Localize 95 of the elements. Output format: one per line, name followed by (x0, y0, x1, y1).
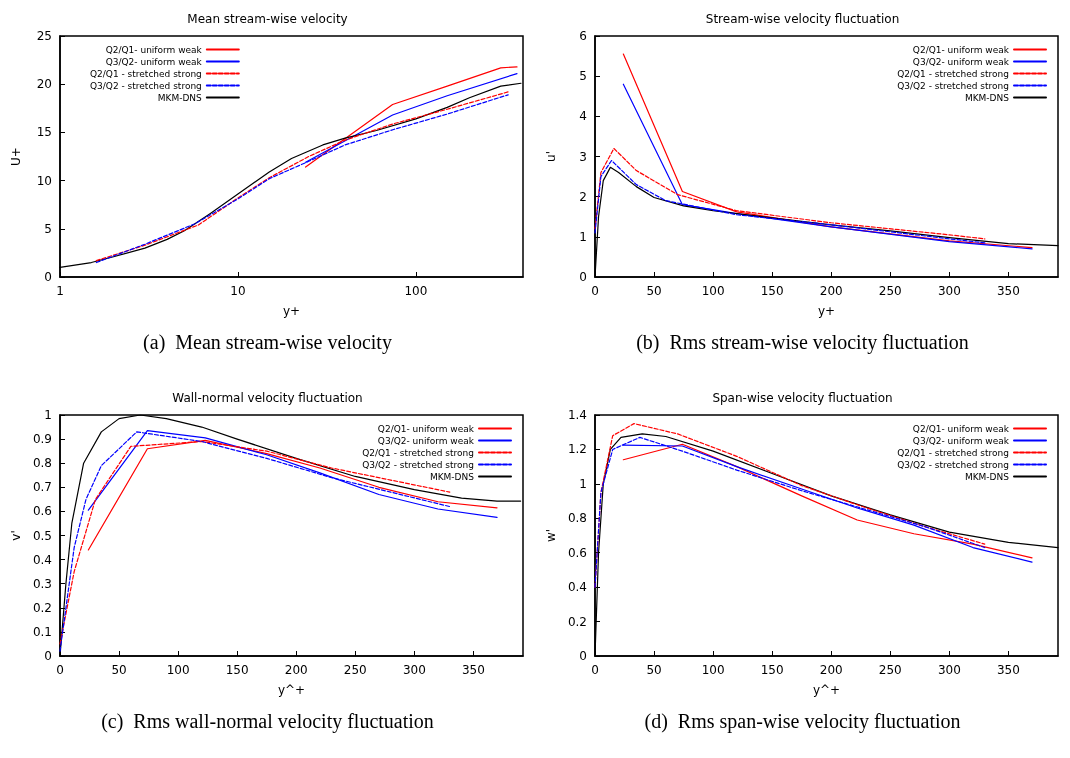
x-tick-label: 300 (937, 663, 961, 677)
text: (d) Rms span-wise velocity fluctuation (644, 710, 961, 733)
legend-label: MKM-DNS (157, 92, 203, 103)
y-tick-label: 0.8 (32, 456, 52, 471)
x-tick-label: 300 (402, 663, 426, 677)
y-axis-title: u' (544, 151, 558, 162)
chart-title: Span-wise velocity fluctuation (712, 391, 893, 405)
x-tick-label: 350 (996, 284, 1020, 298)
y-tick-label: 4 (579, 109, 587, 124)
x-tick-label: 150 (760, 284, 784, 298)
y-tick-label: 0 (44, 649, 52, 663)
x-tick-label: 50 (646, 663, 662, 677)
y-tick-label: 1 (44, 408, 52, 422)
text: (c) Rms wall-normal velocity fluctuation (101, 710, 434, 733)
x-axis-title: y^+ (812, 683, 841, 697)
y-tick-label: 0.5 (32, 528, 52, 543)
legend-label: Q2/Q1- uniform weak (912, 44, 1010, 55)
x-tick-label: 350 (996, 663, 1020, 677)
y-axis-title: w' (544, 528, 558, 543)
x-tick-label: 200 (819, 663, 843, 677)
y-tick-label: 2 (579, 189, 587, 204)
chart-title: Wall-normal velocity fluctuation (172, 391, 363, 405)
x-tick-label: 10 (230, 284, 246, 298)
x-tick-label: 150 (760, 663, 784, 677)
y-tick-label: 5 (579, 69, 587, 84)
legend-label: Q2/Q1 - stretched strong (362, 447, 474, 458)
x-tick-label: 0 (56, 663, 64, 677)
legend-label: Q3/Q2- uniform weak (912, 56, 1010, 67)
y-tick-label: 5 (44, 221, 52, 236)
legend-label: Q2/Q1- uniform weak (105, 44, 203, 55)
y-axis-title: U+ (9, 147, 23, 166)
y-tick-label: 1.4 (567, 408, 587, 422)
y-tick-label: 0.6 (32, 504, 52, 519)
x-tick-label: 100 (166, 663, 190, 677)
legend-label: Q3/Q2 - stretched strong (897, 459, 1009, 470)
y-tick-label: 1 (579, 229, 587, 244)
y-tick-label: 0.2 (32, 600, 52, 615)
legend-label: MKM-DNS (429, 471, 475, 482)
chart-title: Stream-wise velocity fluctuation (705, 12, 900, 26)
y-tick-label: 25 (36, 29, 52, 43)
y-axis-title: v' (9, 530, 23, 541)
y-tick-label: 1.2 (567, 442, 587, 457)
legend-label: MKM-DNS (964, 92, 1010, 103)
x-axis-title: y+ (282, 304, 301, 318)
legend-label: Q2/Q1 - stretched strong (897, 68, 1009, 79)
x-tick-label: 200 (819, 284, 843, 298)
legend-label: Q3/Q2- uniform weak (105, 56, 203, 67)
x-tick-label: 250 (343, 663, 367, 677)
legend-label: Q3/Q2 - stretched strong (897, 80, 1009, 91)
y-tick-label: 6 (579, 29, 587, 43)
legend-label: Q2/Q1- uniform weak (377, 423, 475, 434)
x-tick-label: 1 (56, 284, 64, 298)
y-tick-label: 0.8 (567, 511, 587, 526)
chart-title: Mean stream-wise velocity (187, 12, 348, 26)
text: (b) Rms stream-wise velocity fluctuation (636, 331, 969, 354)
x-tick-label: 200 (284, 663, 308, 677)
y-tick-label: 0.7 (32, 480, 52, 495)
y-tick-label: 0.3 (32, 576, 52, 591)
legend-label: Q2/Q1 - stretched strong (89, 68, 202, 79)
y-tick-label: 20 (36, 77, 52, 92)
x-tick-label: 100 (701, 284, 725, 298)
y-tick-label: 0.2 (567, 614, 587, 629)
x-tick-label: 250 (878, 663, 902, 677)
y-tick-label: 0 (579, 270, 587, 284)
legend-label: Q2/Q1 - stretched strong (897, 447, 1009, 458)
x-tick-label: 300 (937, 284, 961, 298)
x-tick-label: 100 (701, 663, 725, 677)
y-tick-label: 1 (579, 476, 587, 491)
legend-label: Q3/Q2- uniform weak (377, 435, 475, 446)
legend-label: MKM-DNS (964, 471, 1010, 482)
legend-label: Q3/Q2 - stretched strong (89, 80, 202, 91)
x-axis-title: y+ (817, 304, 836, 318)
legend-label: Q3/Q2 - stretched strong (362, 459, 474, 470)
x-tick-label: 150 (225, 663, 249, 677)
x-tick-label: 100 (404, 284, 428, 298)
y-tick-label: 0.4 (32, 552, 52, 567)
x-tick-label: 250 (878, 284, 902, 298)
y-tick-label: 15 (36, 125, 52, 140)
legend-label: Q3/Q2- uniform weak (912, 435, 1010, 446)
y-tick-label: 0 (44, 270, 52, 284)
x-tick-label: 50 (646, 284, 662, 298)
x-tick-label: 0 (591, 284, 599, 298)
x-axis-title: y^+ (277, 683, 306, 697)
y-tick-label: 0.4 (567, 580, 587, 595)
x-tick-label: 0 (591, 663, 599, 677)
y-tick-label: 0.1 (32, 624, 52, 639)
y-tick-label: 10 (36, 173, 52, 188)
y-tick-label: 0 (579, 649, 587, 663)
text: (a) Mean stream-wise velocity (143, 331, 392, 354)
legend-label: Q2/Q1- uniform weak (912, 423, 1010, 434)
x-tick-label: 350 (461, 663, 485, 677)
y-tick-label: 0.9 (32, 432, 52, 447)
x-tick-label: 50 (111, 663, 127, 677)
y-tick-label: 3 (579, 149, 587, 164)
y-tick-label: 0.6 (567, 545, 587, 560)
